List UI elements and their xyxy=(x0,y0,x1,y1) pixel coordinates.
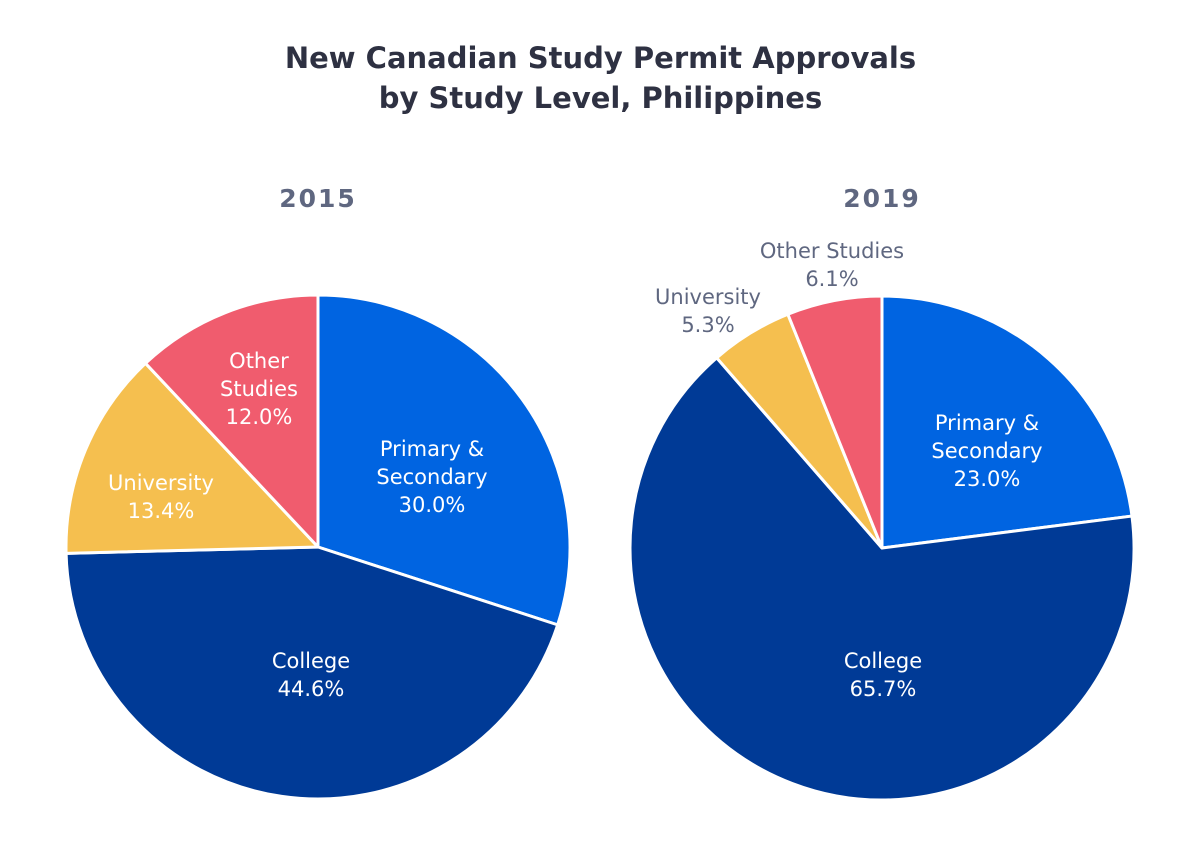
pie-slice-university xyxy=(64,361,320,555)
slice-label-university: University 13.4% xyxy=(108,471,214,523)
pie-2019-title: 2019 xyxy=(843,184,921,213)
slice-label-primary-secondary: Primary & Secondary 30.0% xyxy=(376,437,487,517)
slice-label-primary-secondary: Primary & Secondary 23.0% xyxy=(931,411,1042,491)
pie-slice-primary-secondary xyxy=(880,294,1134,550)
pie-2015-title: 2015 xyxy=(279,184,357,213)
pie-2015: Primary & Secondary 30.0% College 44.6% Unive… xyxy=(64,293,572,801)
pie-slice-college xyxy=(628,356,1136,802)
pie-slice-primary-secondary xyxy=(316,293,572,627)
pie-slice-other-studies xyxy=(786,294,884,550)
chart-title-line-1: New Canadian Study Permit Approvals xyxy=(284,41,917,75)
slice-label-other-studies: Other Studies 6.1% xyxy=(760,239,904,291)
slice-label-university: University 5.3% xyxy=(655,285,761,337)
slice-label-college: College 65.7% xyxy=(844,649,922,701)
slice-label-other-studies: Other Studies 12.0% xyxy=(220,349,298,429)
slice-label-college: College 44.6% xyxy=(272,649,350,701)
chart-title-line-2: by Study Level, Philippines xyxy=(378,81,823,115)
pie-slice-other-studies xyxy=(143,293,320,549)
pie-2019: Primary & Secondary 23.0% College 65.7% Unive… xyxy=(628,239,1136,802)
pie-slice-college xyxy=(64,545,560,801)
